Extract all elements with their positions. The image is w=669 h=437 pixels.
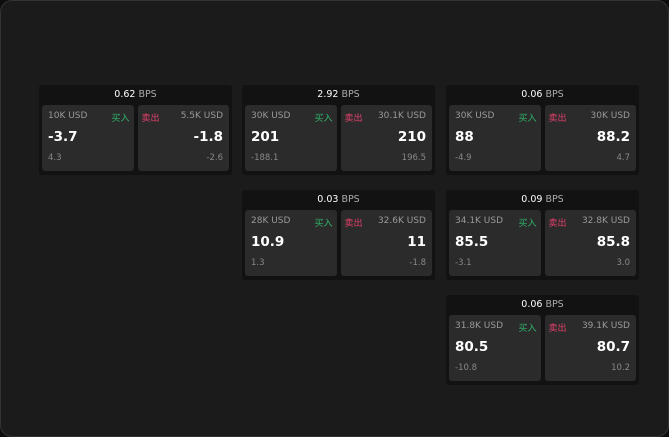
spread-unit: BPS: [545, 89, 564, 100]
spread-header: 0.09 BPS: [446, 190, 639, 210]
spread-header: 2.92 BPS: [242, 85, 435, 105]
sell-change: 3.0: [616, 258, 630, 268]
sell-quote-button[interactable]: 39.1K USD 卖出 80.7 10.2: [544, 315, 636, 381]
spread-unit: BPS: [138, 89, 157, 100]
sell-quote-button[interactable]: 32.6K USD 卖出 11 -1.8: [340, 210, 432, 276]
buy-price: -3.7: [48, 129, 78, 145]
quote-panel: 0.06 BPS 30K USD 买入 88 -4.9 30K USD 卖出 88…: [446, 85, 639, 175]
sell-price: 11: [407, 234, 426, 250]
sell-amount: 30.1K USD: [377, 111, 426, 121]
buy-amount: 30K USD: [251, 111, 291, 121]
sell-quote-button[interactable]: 32.8K USD 卖出 85.8 3.0: [544, 210, 636, 276]
buy-change: 1.3: [251, 258, 265, 268]
buy-price: 88: [455, 129, 474, 145]
spread-value: 0.06: [521, 299, 543, 310]
spread-unit: BPS: [341, 194, 360, 205]
spread-header: 0.03 BPS: [242, 190, 435, 210]
buy-quote-button[interactable]: 34.1K USD 买入 85.5 -3.1: [449, 210, 541, 276]
sell-change: 10.2: [611, 363, 630, 373]
buy-price: 85.5: [455, 234, 489, 250]
sell-price: -1.8: [193, 129, 223, 145]
buy-change: -3.1: [455, 258, 472, 268]
buy-label: 买入: [111, 114, 130, 124]
spread-value: 0.06: [521, 89, 543, 100]
buy-amount: 30K USD: [455, 111, 495, 121]
sell-amount: 5.5K USD: [180, 111, 223, 121]
buy-label: 买入: [518, 219, 537, 229]
buy-change: -4.9: [455, 153, 472, 163]
sell-quote-button[interactable]: 5.5K USD 卖出 -1.8 -2.6: [137, 105, 229, 171]
buy-quote-button[interactable]: 10K USD 买入 -3.7 4.3: [42, 105, 134, 171]
buy-amount: 34.1K USD: [455, 216, 504, 226]
spread-header: 0.06 BPS: [446, 85, 639, 105]
sell-quote-button[interactable]: 30K USD 卖出 88.2 4.7: [544, 105, 636, 171]
sell-price: 85.8: [596, 234, 630, 250]
quote-panel: 0.09 BPS 34.1K USD 买入 85.5 -3.1 32.8K USD…: [446, 190, 639, 280]
buy-amount: 28K USD: [251, 216, 291, 226]
sell-price: 88.2: [596, 129, 630, 145]
sell-label: 卖出: [344, 219, 363, 229]
sell-price: 80.7: [596, 339, 630, 355]
buy-change: -188.1: [251, 153, 279, 163]
sell-quote-button[interactable]: 30.1K USD 卖出 210 196.5: [340, 105, 432, 171]
sell-change: -1.8: [409, 258, 426, 268]
buy-price: 80.5: [455, 339, 489, 355]
quote-panel: 2.92 BPS 30K USD 买入 201 -188.1 30.1K USD …: [242, 85, 435, 175]
buy-label: 买入: [518, 324, 537, 334]
spread-unit: BPS: [545, 299, 564, 310]
sell-amount: 32.6K USD: [377, 216, 426, 226]
buy-price: 10.9: [251, 234, 285, 250]
quote-panel: 0.03 BPS 28K USD 买入 10.9 1.3 32.6K USD 卖出…: [242, 190, 435, 280]
quote-panel: 0.06 BPS 31.8K USD 买入 80.5 -10.8 39.1K US…: [446, 295, 639, 385]
buy-change: -10.8: [455, 363, 477, 373]
sell-label: 卖出: [548, 219, 567, 229]
buy-label: 买入: [314, 219, 333, 229]
spread-value: 0.03: [317, 194, 339, 205]
spread-unit: BPS: [341, 89, 360, 100]
buy-label: 买入: [518, 114, 537, 124]
spread-header: 0.06 BPS: [446, 295, 639, 315]
spread-value: 0.62: [114, 89, 136, 100]
sell-change: 4.7: [616, 153, 630, 163]
buy-change: 4.3: [48, 153, 62, 163]
sell-label: 卖出: [344, 114, 363, 124]
spread-header: 0.62 BPS: [39, 85, 232, 105]
buy-quote-button[interactable]: 31.8K USD 买入 80.5 -10.8: [449, 315, 541, 381]
buy-label: 买入: [314, 114, 333, 124]
sell-amount: 32.8K USD: [581, 216, 630, 226]
buy-amount: 10K USD: [48, 111, 88, 121]
spread-value: 2.92: [317, 89, 339, 100]
spread-unit: BPS: [545, 194, 564, 205]
buy-amount: 31.8K USD: [455, 321, 504, 331]
spread-value: 0.09: [521, 194, 543, 205]
buy-quote-button[interactable]: 30K USD 买入 88 -4.9: [449, 105, 541, 171]
quote-panel: 0.62 BPS 10K USD 买入 -3.7 4.3 5.5K USD 卖出 …: [39, 85, 232, 175]
buy-quote-button[interactable]: 30K USD 买入 201 -188.1: [245, 105, 337, 171]
buy-price: 201: [251, 129, 280, 145]
sell-label: 卖出: [141, 114, 160, 124]
sell-label: 卖出: [548, 114, 567, 124]
sell-price: 210: [397, 129, 426, 145]
buy-quote-button[interactable]: 28K USD 买入 10.9 1.3: [245, 210, 337, 276]
sell-change: -2.6: [206, 153, 223, 163]
sell-label: 卖出: [548, 324, 567, 334]
sell-amount: 39.1K USD: [581, 321, 630, 331]
sell-amount: 30K USD: [590, 111, 630, 121]
sell-change: 196.5: [401, 153, 426, 163]
